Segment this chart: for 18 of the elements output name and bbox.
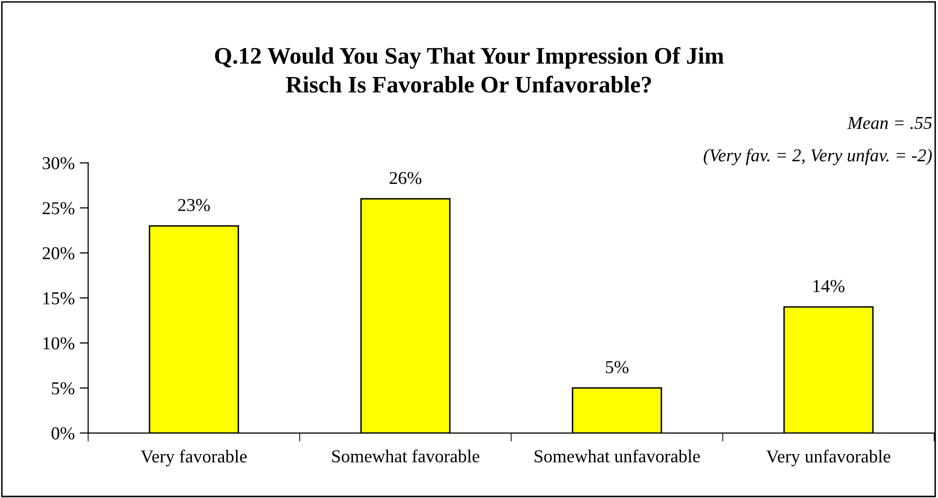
text: Mean = .55 (847, 117, 932, 130)
y-tick-label: 25% (42, 202, 74, 214)
y-tick-label: 30% (42, 157, 74, 170)
y-tick-label: 5% (52, 382, 74, 394)
x-tick-label: Somewhat favorable (332, 449, 480, 462)
x-tick-label: Somewhat unfavorable (534, 449, 700, 462)
y-tick-label: 15% (43, 292, 74, 304)
data-label: 5% (606, 361, 628, 374)
y-tick-label: 10% (43, 337, 74, 350)
data-label: 23% (178, 198, 210, 212)
x-tick-label: Very unfavorable (766, 450, 890, 466)
annotation: (Very fav. = 2, Very unfav. = -2) (704, 148, 932, 166)
data-label: 26% (390, 172, 422, 184)
y-tick-label: 20% (42, 247, 74, 260)
data-label: 14% (814, 280, 844, 292)
x-tick-label: Very favorable (140, 450, 247, 466)
y-tick-label: 0% (52, 427, 74, 440)
chart-title: Q.12 Would You Say That Your Impression Of Jim Risch Is Favorable Or Unfavorable? (215, 46, 724, 93)
